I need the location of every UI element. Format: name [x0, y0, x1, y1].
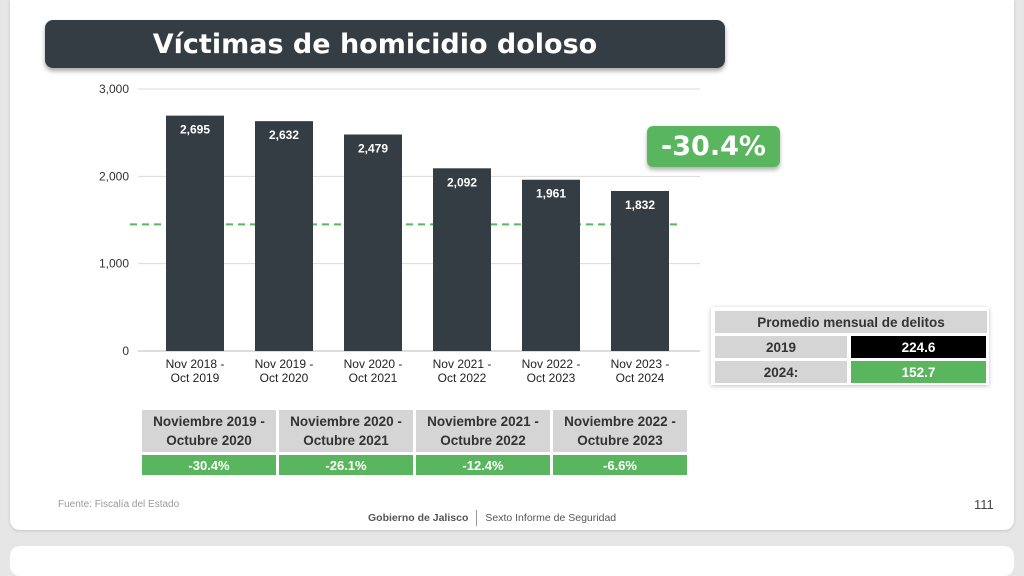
footer-divider: [476, 510, 478, 526]
avg-row-label: 2024:: [715, 361, 847, 383]
data-label: 2,479: [358, 142, 388, 156]
comparison-change: -6.6%: [553, 455, 687, 475]
x-tick-label: Nov 2021 -: [433, 357, 492, 371]
x-tick-label: Nov 2020 -: [344, 357, 403, 371]
data-label: 1,961: [536, 187, 566, 201]
x-tick-label: Nov 2022 -: [522, 357, 581, 371]
x-tick-label: Nov 2023 -: [611, 357, 670, 371]
page-title: Víctimas de homicidio doloso: [152, 28, 598, 60]
x-tick-label: Oct 2020: [260, 371, 309, 385]
avg-row-value: 152.7: [851, 361, 986, 383]
comparison-change: -26.1%: [279, 455, 413, 475]
data-label: 2,092: [447, 175, 477, 189]
x-tick-label: Oct 2019: [171, 371, 220, 385]
y-tick-label: 1,000: [99, 257, 129, 271]
bar: [433, 168, 491, 351]
comparison-period: Noviembre 2021 - Octubre 2022: [416, 410, 550, 452]
comparison-period: Noviembre 2019 - Octubre 2020: [142, 410, 276, 452]
comparison-change: -12.4%: [416, 455, 550, 475]
footer: Gobierno de Jalisco Sexto Informe de Seg…: [368, 510, 616, 526]
y-tick-label: 0: [122, 344, 129, 358]
bar: [344, 134, 402, 351]
avg-table-header: Promedio mensual de delitos: [715, 311, 987, 333]
data-label: 1,832: [625, 198, 655, 212]
comparison-period: Noviembre 2022 - Octubre 2023: [553, 410, 687, 452]
comparison-change: -30.4%: [142, 455, 276, 475]
avg-row-label: 2019: [715, 336, 847, 358]
bar-chart: 0 1,000 2,000 3,000 2,695 Nov 2018 -Oct 2019 2…: [99, 82, 700, 385]
x-tick-label: Nov 2018 -: [166, 357, 225, 371]
monthly-average-table: Promedio mensual de delitos 2019 224.6 2…: [711, 307, 989, 385]
y-tick-label: 2,000: [99, 169, 129, 183]
data-label: 2,632: [269, 128, 299, 142]
next-slide-edge: [10, 546, 1014, 576]
data-label: 2,695: [180, 123, 210, 137]
avg-row-value: 224.6: [851, 336, 986, 358]
footer-report: Sexto Informe de Seguridad: [485, 512, 617, 524]
y-tick-label: 3,000: [99, 82, 129, 96]
title-banner: Víctimas de homicidio doloso: [45, 20, 725, 68]
bar: [255, 121, 313, 351]
change-badge: -30.4%: [647, 126, 780, 167]
x-tick-label: Oct 2021: [349, 371, 398, 385]
x-tick-label: Nov 2019 -: [255, 357, 314, 371]
bar: [166, 115, 224, 352]
page-number: 111: [974, 497, 994, 512]
source-note: Fuente: Fiscalía del Estado: [58, 499, 180, 510]
x-tick-label: Oct 2022: [438, 371, 487, 385]
x-tick-label: Oct 2024: [616, 371, 665, 385]
x-tick-label: Oct 2023: [527, 371, 576, 385]
comparison-period: Noviembre 2020 - Octubre 2021: [279, 410, 413, 452]
bar: [611, 191, 669, 351]
footer-org: Gobierno de Jalisco: [368, 512, 469, 524]
bar: [522, 179, 580, 351]
